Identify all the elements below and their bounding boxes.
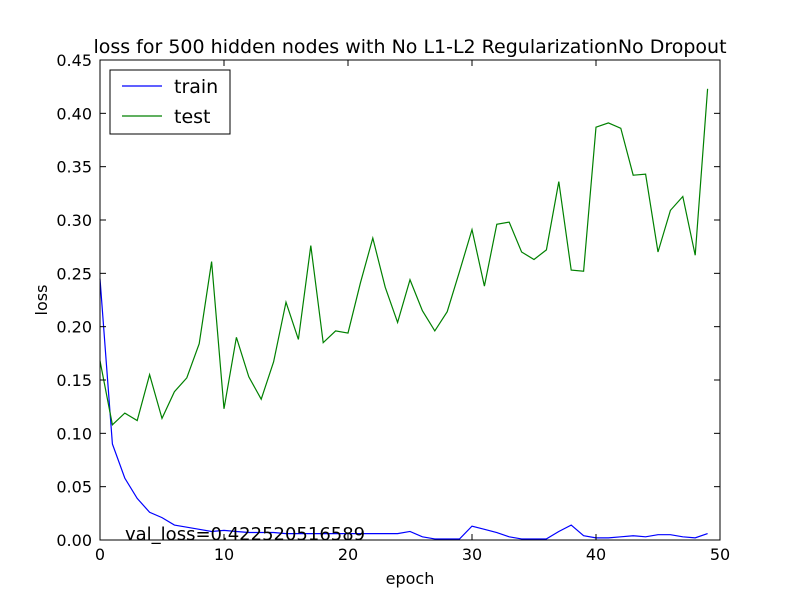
x-tick-label: 10 (214, 545, 234, 564)
series-line-train (99, 278, 708, 540)
x-tick-label: 30 (462, 545, 482, 564)
y-tick-label: 0.40 (56, 104, 92, 123)
y-tick-label: 0.05 (56, 478, 92, 497)
x-tick-label: 40 (586, 545, 606, 564)
val-loss-annotation: val_loss=0.422520516589 (125, 524, 365, 545)
y-tick-label: 0.45 (56, 51, 92, 70)
chart-title: loss for 500 hidden nodes with No L1-L2 … (93, 36, 726, 58)
x-tick-label: 50 (710, 545, 730, 564)
legend-box (109, 69, 231, 135)
y-tick-label: 0.00 (56, 531, 92, 550)
x-tick-label: 0 (95, 545, 105, 564)
x-axis-label: epoch (386, 569, 435, 588)
legend: train test (109, 69, 231, 135)
plot-frame (99, 59, 721, 541)
y-tick-label: 0.20 (56, 318, 92, 337)
legend-label-test: test (174, 106, 211, 128)
y-tick-label: 0.30 (56, 211, 92, 230)
x-tick-label: 20 (338, 545, 358, 564)
series-line-test (99, 88, 709, 426)
y-tick-label: 0.10 (56, 424, 92, 443)
y-tick-label: 0.35 (56, 158, 92, 177)
y-axis-label: loss (32, 285, 51, 316)
plot-area (99, 88, 709, 540)
y-tick-label: 0.25 (56, 264, 92, 283)
legend-label-train: train (174, 76, 218, 98)
axis-ticks: 0 10 20 30 40 50 0.00 0.05 0.10 0.15 0.20 0.25 0.30 0… (56, 51, 730, 564)
y-tick-label: 0.15 (56, 371, 92, 390)
